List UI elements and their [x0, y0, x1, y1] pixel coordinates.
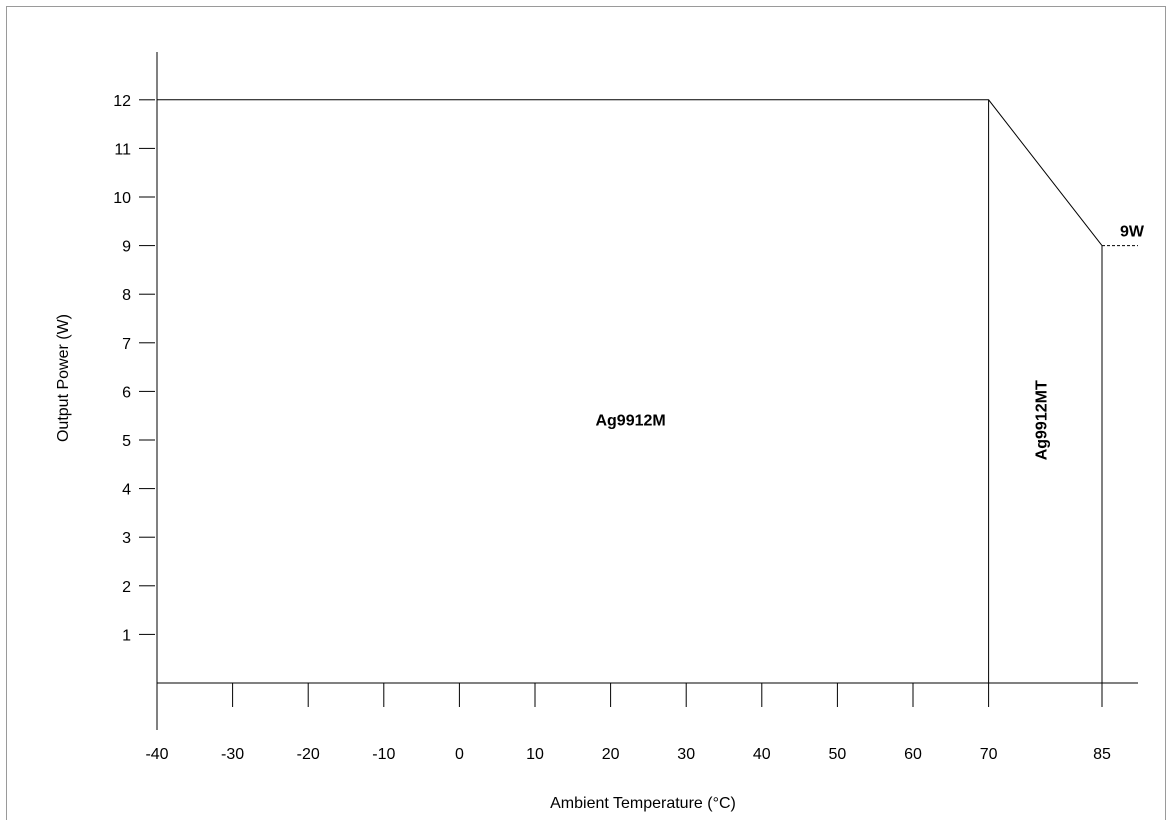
- x-tick-label: 85: [1093, 746, 1111, 763]
- y-tick-label: 1: [122, 627, 131, 644]
- x-tick-label: 50: [829, 746, 847, 763]
- region-label: Ag9912M: [595, 412, 665, 429]
- x-tick-label: 30: [677, 746, 695, 763]
- x-tick-label: 20: [602, 746, 620, 763]
- y-tick-label: 8: [122, 287, 131, 304]
- chart-frame: [6, 6, 1166, 820]
- y-axis-title: Output Power (W): [55, 314, 72, 442]
- x-tick-label: 10: [526, 746, 544, 763]
- y-tick-label: 5: [122, 433, 131, 450]
- x-tick-label: 40: [753, 746, 771, 763]
- derating-curve: [157, 99, 1103, 246]
- y-tick-label: 6: [122, 384, 131, 401]
- x-tick-label: 60: [904, 746, 922, 763]
- vertical-markers: [988, 99, 1103, 683]
- x-tick-label: -30: [221, 746, 244, 763]
- y-tick-label: 11: [114, 141, 131, 158]
- y-tick-label: 2: [122, 579, 131, 596]
- x-axis-title: Ambient Temperature (°C): [550, 795, 736, 812]
- y-tick-label: 12: [113, 93, 131, 110]
- x-tick-label: -40: [145, 746, 168, 763]
- x-tick-label: 70: [980, 746, 998, 763]
- series: [157, 99, 1138, 247]
- y-tick-label: 3: [122, 530, 131, 547]
- x-tick-label: 0: [455, 746, 464, 763]
- labels: Ambient Temperature (°C) Output Power (W…: [55, 224, 1145, 812]
- y-tick-label: 9: [122, 239, 131, 256]
- y-tick-label: 4: [122, 482, 131, 499]
- axes: [156, 52, 1138, 730]
- x-tick-label: -10: [372, 746, 395, 763]
- x-tick-label: -20: [297, 746, 320, 763]
- y-tick-label: 7: [122, 336, 131, 353]
- region-label-vertical: Ag9912MT: [1034, 380, 1051, 460]
- annotation-label: 9W: [1120, 224, 1145, 241]
- y-tick-label: 10: [113, 190, 131, 207]
